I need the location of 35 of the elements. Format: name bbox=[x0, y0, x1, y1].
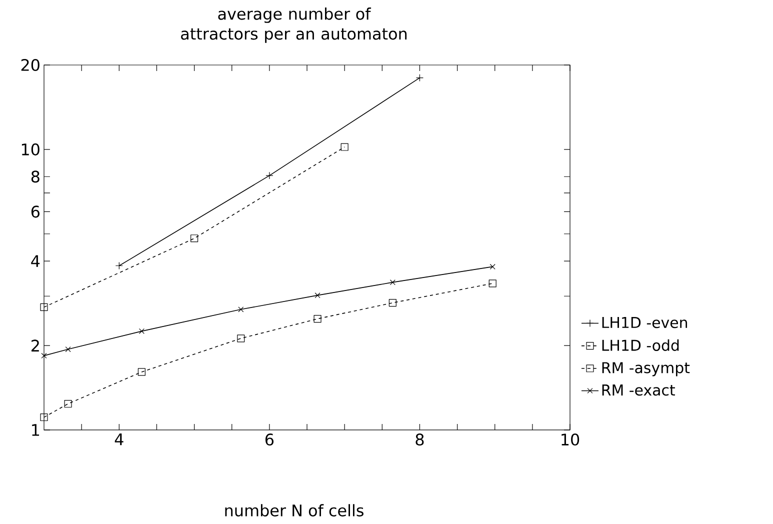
x-tick-label: 6 bbox=[265, 434, 274, 446]
x-tick-label: 4 bbox=[114, 434, 124, 446]
point bbox=[237, 334, 245, 342]
point bbox=[390, 280, 396, 286]
point bbox=[64, 400, 72, 408]
y-tick-label: 6 bbox=[31, 206, 40, 218]
chart-title: average number of attractors per an automaton bbox=[181, 8, 407, 43]
x-axis-title: number N of cells bbox=[225, 504, 364, 516]
point bbox=[314, 315, 322, 323]
point bbox=[40, 303, 48, 311]
y-tick-label: 10 bbox=[22, 143, 40, 156]
point bbox=[138, 368, 146, 376]
point bbox=[490, 264, 496, 270]
legend-label: LH1D -odd bbox=[602, 339, 679, 351]
y-tick-label: 1 bbox=[32, 424, 40, 436]
y-tick-label: 20 bbox=[21, 58, 40, 72]
point bbox=[314, 292, 320, 298]
y-tick-label: 8 bbox=[31, 170, 40, 183]
point bbox=[340, 143, 348, 151]
point bbox=[41, 352, 47, 358]
x-tick-label: 10 bbox=[562, 434, 580, 446]
point bbox=[416, 74, 424, 82]
point bbox=[65, 346, 71, 352]
point bbox=[190, 234, 198, 242]
y-tick-label: 2 bbox=[32, 340, 39, 352]
legend-label: RM -asympt bbox=[602, 362, 690, 376]
point bbox=[238, 306, 244, 312]
point bbox=[40, 413, 48, 422]
point bbox=[488, 280, 496, 288]
point bbox=[388, 299, 396, 307]
legend-label: RM -exact bbox=[602, 384, 675, 396]
point bbox=[138, 328, 144, 334]
x-tick-label: 8 bbox=[416, 434, 424, 446]
y-tick-label: 4 bbox=[31, 255, 40, 267]
legend-label: LH1D -even bbox=[602, 317, 688, 328]
